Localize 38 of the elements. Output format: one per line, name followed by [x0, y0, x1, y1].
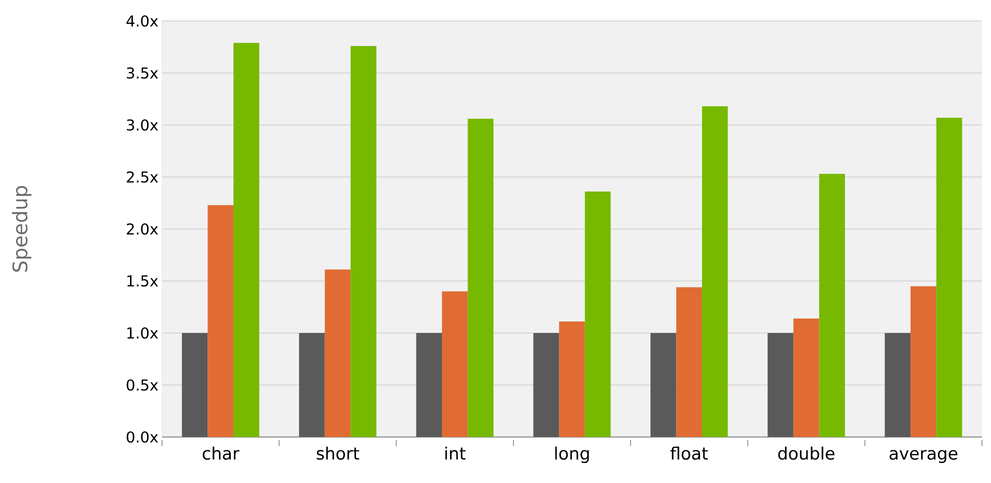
bar: [233, 42, 260, 437]
bar: [468, 118, 494, 437]
x-tick-label: double: [778, 446, 834, 460]
y-tick-label: 0.0x: [126, 431, 158, 443]
bar: [584, 192, 611, 437]
bar: [819, 174, 845, 437]
bar: [793, 318, 820, 437]
bar: [910, 286, 936, 437]
bar: [676, 287, 702, 437]
bar: [442, 291, 468, 437]
x-tick-label: long: [555, 446, 589, 464]
bar: [533, 333, 560, 437]
y-tick-label: 0.5x: [126, 379, 158, 391]
y-tick-label: 1.0x: [127, 327, 158, 339]
x-tick-label: int: [445, 446, 466, 460]
bar: [350, 46, 376, 437]
y-tick-label: 3.5x: [126, 67, 158, 79]
bar: [299, 333, 325, 437]
bar: [702, 106, 728, 437]
y-tick-label: 1.5x: [127, 275, 158, 287]
y-axis-title: Speedup: [12, 186, 32, 272]
x-tick-label: float: [670, 446, 708, 460]
y-tick-label: 2.5x: [126, 171, 158, 183]
bar: [182, 333, 208, 437]
x-tick-label: average: [890, 450, 958, 464]
y-tick-label: 3.0x: [126, 119, 158, 131]
x-tick-label: char: [202, 446, 240, 460]
bar: [559, 322, 585, 437]
bar: [884, 333, 911, 437]
x-tick-label: short: [316, 446, 360, 460]
bar: [936, 118, 962, 437]
y-tick-label: 2.0x: [126, 223, 158, 235]
bar: [768, 333, 794, 437]
bar: [416, 333, 442, 437]
bar: [324, 270, 351, 437]
bar: [650, 333, 676, 437]
bar: [208, 205, 234, 437]
y-tick-label: 4.0x: [126, 15, 158, 27]
